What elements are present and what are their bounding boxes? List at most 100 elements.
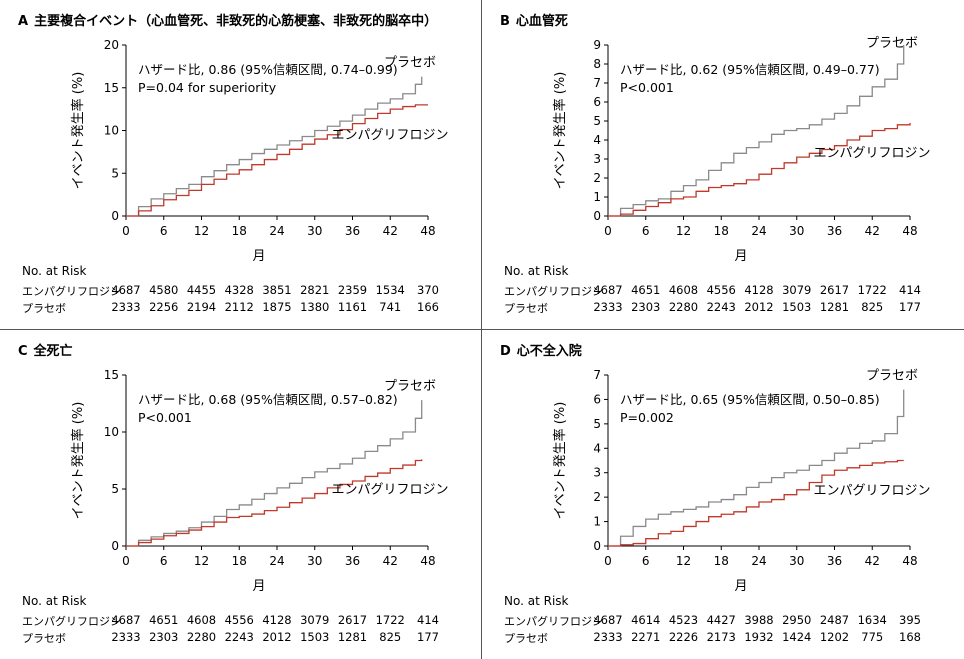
risk-count: 4128: [262, 613, 292, 627]
risk-count: 370: [417, 283, 439, 297]
x-tick-label: 0: [122, 224, 130, 238]
risk-count: 2303: [149, 630, 179, 644]
risk-count: 2280: [186, 630, 217, 644]
x-tick-label: 36: [827, 554, 842, 568]
risk-count: 4608: [668, 283, 699, 297]
risk-table-title: No. at Risk: [504, 264, 569, 278]
x-tick-label: 18: [232, 554, 247, 568]
hazard-ratio-annotation: ハザード比, 0.68 (95%信頼区間, 0.57–0.82): [138, 392, 398, 407]
x-tick-label: 30: [307, 224, 322, 238]
risk-count: 177: [417, 630, 439, 644]
x-tick-label: 18: [714, 554, 729, 568]
risk-count: 825: [861, 300, 884, 314]
placebo-curve: [608, 389, 905, 547]
risk-count: 1380: [300, 300, 330, 314]
risk-row-label: エンパグリフロジン: [504, 285, 603, 298]
x-axis-label: 月: [252, 249, 265, 264]
risk-count: 4523: [668, 613, 699, 627]
y-tick-label: 7: [593, 368, 601, 382]
empagliflozin-curve: [608, 122, 911, 217]
y-tick-label: 15: [104, 81, 119, 95]
risk-count: 4614: [631, 613, 661, 627]
risk-count: 1202: [819, 630, 850, 644]
empagliflozin-curve-label: エンパグリフロジン: [331, 128, 448, 143]
x-tick-label: 36: [345, 224, 360, 238]
risk-count: 2359: [337, 283, 368, 297]
y-tick-label: 10: [104, 124, 119, 138]
x-axis-label: 月: [734, 579, 747, 594]
risk-count: 414: [899, 283, 921, 297]
risk-count: 1281: [337, 630, 368, 644]
risk-count: 4580: [149, 283, 179, 297]
x-tick-label: 0: [604, 554, 612, 568]
placebo-curve: [126, 76, 423, 217]
km-plot: 0 5 10 15 0 6 12 18 24 30 36 42 48 月 イベント発生率 (%) プラセボエン…: [70, 368, 449, 594]
y-tick-label: 4: [593, 133, 601, 147]
x-tick-label: 36: [345, 554, 360, 568]
y-tick-label: 9: [593, 38, 601, 52]
risk-count: 3079: [782, 283, 812, 297]
x-tick-label: 48: [420, 224, 435, 238]
risk-count: 2194: [186, 300, 217, 314]
risk-count: 775: [861, 630, 884, 644]
risk-count: 825: [379, 630, 402, 644]
risk-count: 1534: [375, 283, 405, 297]
risk-count: 395: [899, 613, 921, 627]
x-tick-label: 42: [865, 554, 880, 568]
panel-title-text: 全死亡: [33, 344, 73, 359]
risk-count: 4556: [706, 283, 736, 297]
x-tick-label: 6: [160, 554, 168, 568]
hazard-ratio-annotation: ハザード比, 0.86 (95%信頼区間, 0.74–0.99): [138, 62, 398, 77]
risk-row-placebo: プラセボ 2333 2271 2226 2173 1932 1424 1202 775 168: [482, 630, 964, 645]
empagliflozin-curve-label: エンパグリフロジン: [331, 482, 448, 497]
risk-row-label: エンパグリフロジン: [22, 285, 121, 298]
x-tick-label: 36: [827, 224, 842, 238]
risk-count: 2012: [744, 300, 774, 314]
p-value-annotation: P=0.04 for superiority: [138, 80, 277, 95]
risk-count: 2333: [593, 300, 623, 314]
risk-count: 4651: [149, 613, 179, 627]
risk-count: 4455: [186, 283, 217, 297]
panel-title: B 心血管死: [500, 10, 568, 29]
risk-count: 4427: [706, 613, 736, 627]
y-axis-label: イベント発生率 (%): [70, 72, 86, 190]
panel-letter: A: [18, 14, 29, 29]
y-tick-label: 0: [111, 209, 119, 223]
x-tick-label: 12: [676, 224, 691, 238]
risk-count: 2243: [224, 630, 254, 644]
risk-count: 2333: [593, 630, 623, 644]
x-axis-label: 月: [252, 579, 265, 594]
risk-count: 4687: [593, 613, 623, 627]
risk-row-placebo: プラセボ 2333 2256 2194 2112 1875 1380 1161 741 166: [0, 300, 482, 315]
y-tick-label: 20: [104, 38, 119, 52]
risk-count: 1503: [300, 630, 330, 644]
empagliflozin-curve: [126, 459, 423, 547]
risk-count: 1634: [857, 613, 887, 627]
x-tick-label: 6: [642, 224, 650, 238]
risk-count: 2173: [706, 630, 736, 644]
x-tick-label: 24: [269, 224, 284, 238]
x-tick-label: 24: [751, 554, 766, 568]
y-tick-label: 2: [593, 171, 601, 185]
risk-count: 741: [379, 300, 402, 314]
y-tick-label: 6: [593, 392, 601, 406]
y-tick-label: 10: [104, 425, 119, 439]
hazard-ratio-annotation: ハザード比, 0.65 (95%信頼区間, 0.50–0.85): [620, 392, 880, 407]
x-tick-label: 0: [604, 224, 612, 238]
risk-count: 4128: [744, 283, 774, 297]
panel-letter: C: [18, 344, 28, 359]
panel-title-text: 主要複合イベント（心血管死、非致死的心筋梗塞、非致死的脳卒中）: [34, 14, 438, 29]
risk-table-title: No. at Risk: [22, 594, 87, 608]
x-tick-label: 30: [789, 224, 804, 238]
risk-count: 4687: [111, 283, 141, 297]
risk-count: 2112: [224, 300, 254, 314]
x-tick-label: 12: [194, 554, 209, 568]
empagliflozin-curve: [126, 104, 428, 217]
panel-c: C 全死亡 0 5 10 15 0 6 12 18 24 30 36 42 48 月 イベント発生率 (%) プラ…: [0, 330, 482, 659]
risk-count: 1722: [857, 283, 887, 297]
y-tick-label: 15: [104, 368, 119, 382]
panel-letter: B: [500, 14, 510, 29]
placebo-curve: [608, 45, 905, 217]
panel-d: D 心不全入院 0 1 2 3 4 5 6 7 0 6 12 18 24 30 36 42 48 月イベント発生率 (…: [482, 330, 964, 659]
